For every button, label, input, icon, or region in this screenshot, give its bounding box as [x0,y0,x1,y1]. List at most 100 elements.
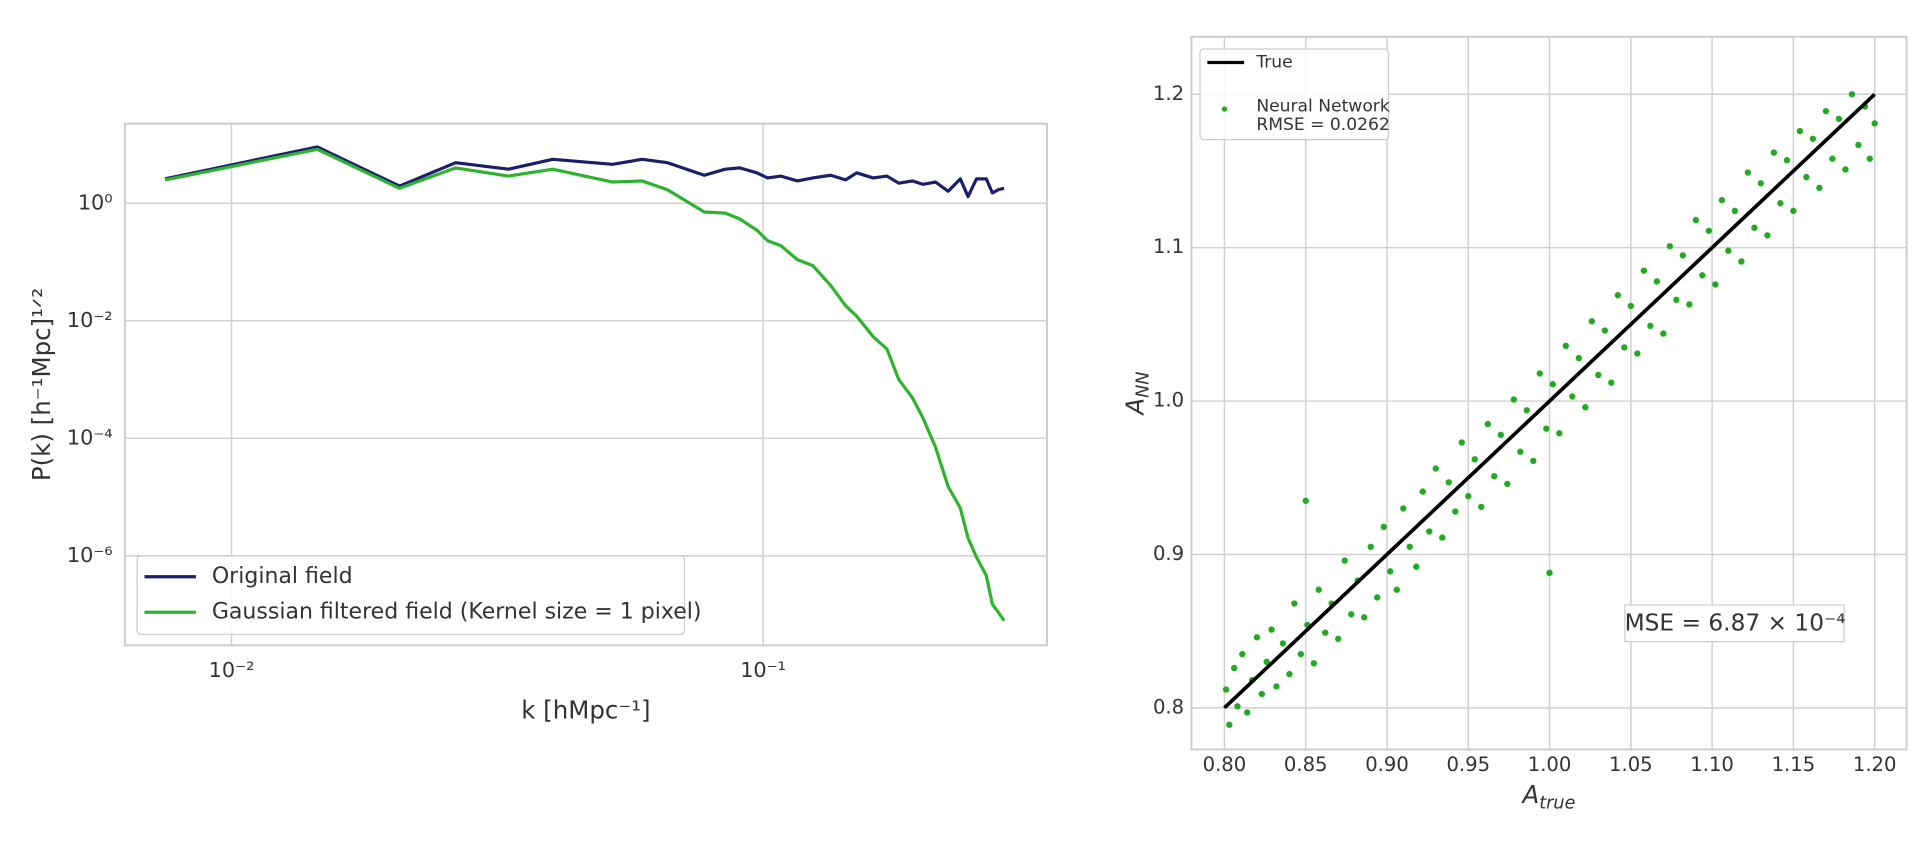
x-tick-label: 10⁻¹ [740,658,786,682]
x-tick-label: 1.00 [1528,753,1572,776]
scatter-point [1263,658,1270,666]
scatter-point [1764,232,1771,239]
scatter-point [1595,371,1602,379]
scatter-point [1855,141,1862,149]
scatter-point [1322,629,1329,636]
x-tick-label: 1.10 [1690,753,1734,776]
y-axis-label: P(k) [h⁻¹Mpc]¹ᐟ² [27,288,56,481]
scatter-point [1796,127,1804,135]
scatter-point [1575,354,1582,362]
scatter-point [1686,301,1693,308]
x-tick-label: 1.05 [1609,753,1653,776]
scatter-point [1484,420,1491,428]
scatter-point [1452,508,1459,515]
x-tick-label: 0.80 [1203,753,1247,776]
scatter-point [1497,431,1504,438]
y-tick-label: 1.1 [1153,235,1184,258]
scatter-point [1705,227,1713,234]
x-tick-label: 1.15 [1772,753,1816,776]
scatter-point [1783,157,1791,164]
x-tick-label: 10⁻² [209,658,255,682]
scatter-point [1439,534,1446,541]
legend-label: Gaussian filtered field (Kernel size = 1… [212,599,702,624]
scatter-point [1445,479,1452,486]
scatter-point [1465,492,1472,500]
scatter-point [1400,505,1407,512]
scatter-point [1634,350,1641,357]
axis-label-subscript: NN [1134,372,1154,398]
scatter-point [1757,180,1765,187]
scatter-point [1504,480,1511,488]
scatter-point [1393,586,1400,593]
x-tick-label: 1.20 [1853,753,1897,776]
y-tick-label: 0.9 [1153,542,1184,565]
data-line [164,147,1006,622]
scatter-point [1692,216,1700,224]
scatter-point [1361,614,1368,621]
scatter-point [1647,322,1654,330]
scatter-point [1226,721,1233,728]
y-tick-label: 0.8 [1153,695,1184,718]
scatter-point [1491,473,1498,480]
y-tick-label: 1.2 [1153,82,1184,105]
scatter-point [1744,169,1752,176]
scatter-point [1413,563,1420,570]
scatter-point [1601,327,1609,334]
scatter-point [1253,634,1261,641]
annotation: MSE = 6.87 × 10⁻⁴ [1625,609,1846,636]
annotation-box [1624,604,1845,643]
legend-label: Original field [212,564,353,589]
legend-label: True [1255,52,1292,72]
axis-label-subscript: true [1539,793,1575,813]
scatter-point [1244,709,1251,716]
y-tick-label: 1.0 [1153,389,1184,412]
scatter-point [1335,635,1342,643]
scatter-point [1699,272,1706,279]
scatter-point [1549,381,1556,388]
scatter-point [1471,456,1478,463]
scatter-point [1367,543,1374,550]
scatter-point [1842,166,1849,173]
scatter-point [1234,703,1241,710]
scatter-panel: 0.80 0.85 0.90 0.95 1.00 1.05 1.10 1.15 1.20 0.8 0… [1120,35,1908,813]
scatter-point [1297,650,1305,658]
scatter-point [1777,200,1784,207]
axis-label-base: A [1521,780,1540,809]
y-tick-label: 10⁰ [78,190,113,214]
scatter-point [1310,660,1318,667]
scatter-point [1268,626,1275,633]
scatter-point [1803,173,1810,181]
scatter-point [1517,448,1524,455]
x-tick-label: 0.85 [1284,753,1328,776]
scatter-point [1848,91,1856,98]
scatter-point [1816,184,1823,192]
scatter-point [1608,379,1615,386]
legend-box [136,555,686,635]
scatter-point [1621,344,1628,351]
legend-box [1199,48,1390,141]
scatter-point [1770,149,1778,156]
scatter-point [1419,488,1426,495]
scatter-point [1222,686,1230,693]
scatter-point [1406,543,1413,550]
scatter-point [1348,611,1355,618]
scatter-point [1286,670,1293,678]
y-tick-label: 10⁻² [67,308,113,332]
scatter-point [1239,650,1246,658]
scatter-point [1341,557,1348,564]
legend: Original field Gaussian filtered field (K… [136,555,702,635]
y-axis-label: ANN [1120,372,1153,417]
scatter-point [1458,439,1465,446]
scatter-point [1562,342,1569,350]
scatter-point [1426,528,1433,535]
scatter-point [1679,252,1687,259]
scatter-point [1673,296,1680,304]
scatter-point [1871,120,1878,127]
legend-swatch [1221,106,1228,112]
scatter-point [1302,497,1309,504]
x-tick-label: 0.95 [1446,753,1490,776]
scatter-point [1751,224,1758,231]
scatter-point [1432,465,1439,472]
scatter-point [1660,330,1667,337]
